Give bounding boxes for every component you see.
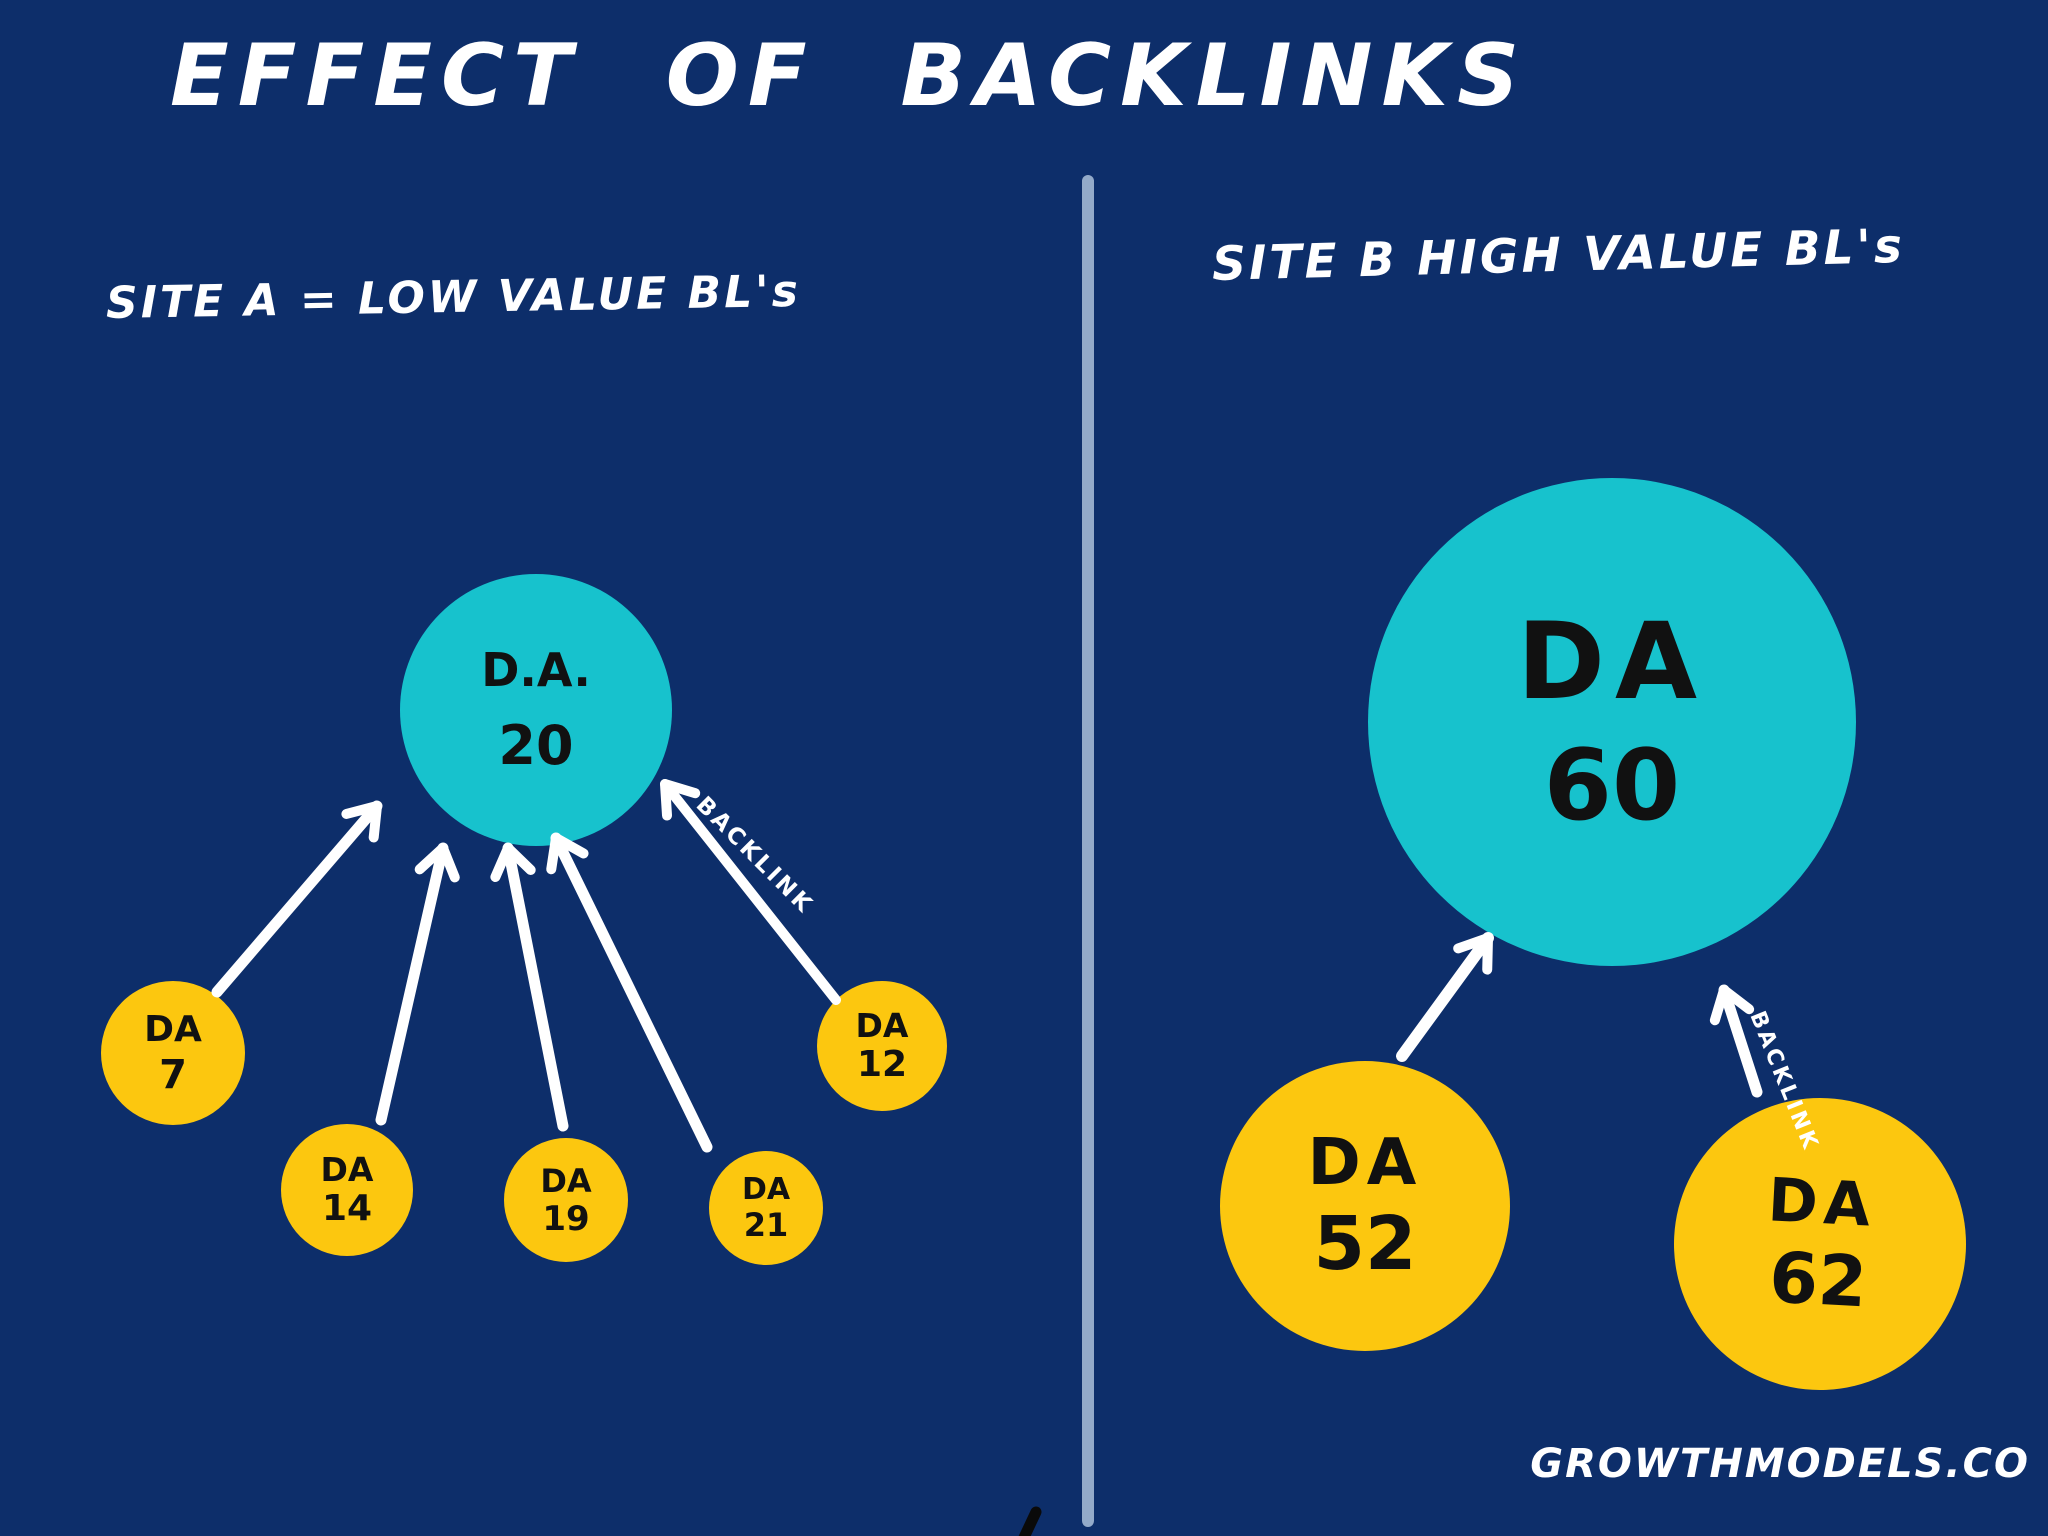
backlink-value: 7 bbox=[159, 1051, 187, 1098]
arrow-da7-to-authority bbox=[211, 800, 383, 998]
site-a-backlink-circle-da19: DA 19 bbox=[504, 1138, 628, 1262]
site-b-heading: SITE B HIGH VALUE BL's bbox=[1211, 218, 1906, 292]
site-a-heading: SITE A = LOW VALUE BL's bbox=[105, 265, 802, 330]
arrow-da14-to-authority bbox=[375, 842, 460, 1126]
backlink-value: 21 bbox=[743, 1206, 789, 1244]
backlink-label: DA bbox=[1307, 1126, 1423, 1200]
site-a-backlink-circle-da14: DA 14 bbox=[281, 1124, 413, 1256]
site-a-backlink-circle-da7: DA 7 bbox=[101, 981, 245, 1125]
site-a-authority-label: D.A. bbox=[481, 643, 591, 697]
site-a-authority-value: 20 bbox=[498, 714, 574, 777]
backlink-value: 52 bbox=[1313, 1201, 1417, 1287]
backlink-label: DA bbox=[540, 1161, 592, 1200]
backlink-value: 62 bbox=[1767, 1236, 1869, 1324]
site-b-authority-circle: DA 60 bbox=[1368, 478, 1856, 966]
backlink-value: 14 bbox=[321, 1188, 373, 1229]
backlink-label: DA bbox=[741, 1172, 791, 1207]
site-a-backlink-arrow-label: BACKLINK bbox=[690, 791, 819, 920]
site-a-backlink-circle-da12: DA 12 bbox=[817, 981, 947, 1111]
backlink-label: DA bbox=[320, 1150, 374, 1189]
arrow-da21-to-authority bbox=[546, 832, 713, 1153]
arrow-da19-to-authority bbox=[490, 842, 569, 1132]
site-b-authority-value: 60 bbox=[1543, 729, 1681, 843]
site-a-authority-circle: D.A. 20 bbox=[400, 574, 672, 846]
backlink-value: 12 bbox=[856, 1044, 908, 1085]
site-a-backlink-circle-da21: DA 21 bbox=[709, 1151, 823, 1265]
site-b-backlink-circle-da52: DA 52 bbox=[1220, 1061, 1510, 1351]
backlink-label: DA bbox=[1766, 1165, 1879, 1241]
ink-mark bbox=[1018, 1506, 1042, 1536]
backlink-label: DA bbox=[144, 1008, 202, 1050]
page-title: EFFECT OF BACKLINKS bbox=[170, 26, 1529, 126]
watermark-growthmodels: GROWTHMODELS.CO bbox=[1530, 1441, 2030, 1487]
site-b-authority-label: DA bbox=[1516, 600, 1708, 723]
arrow-da52-to-authority bbox=[1396, 932, 1494, 1062]
arrow-da62-backlink bbox=[1709, 984, 1763, 1098]
backlink-value: 19 bbox=[542, 1198, 590, 1239]
backlink-label: DA bbox=[855, 1006, 909, 1045]
